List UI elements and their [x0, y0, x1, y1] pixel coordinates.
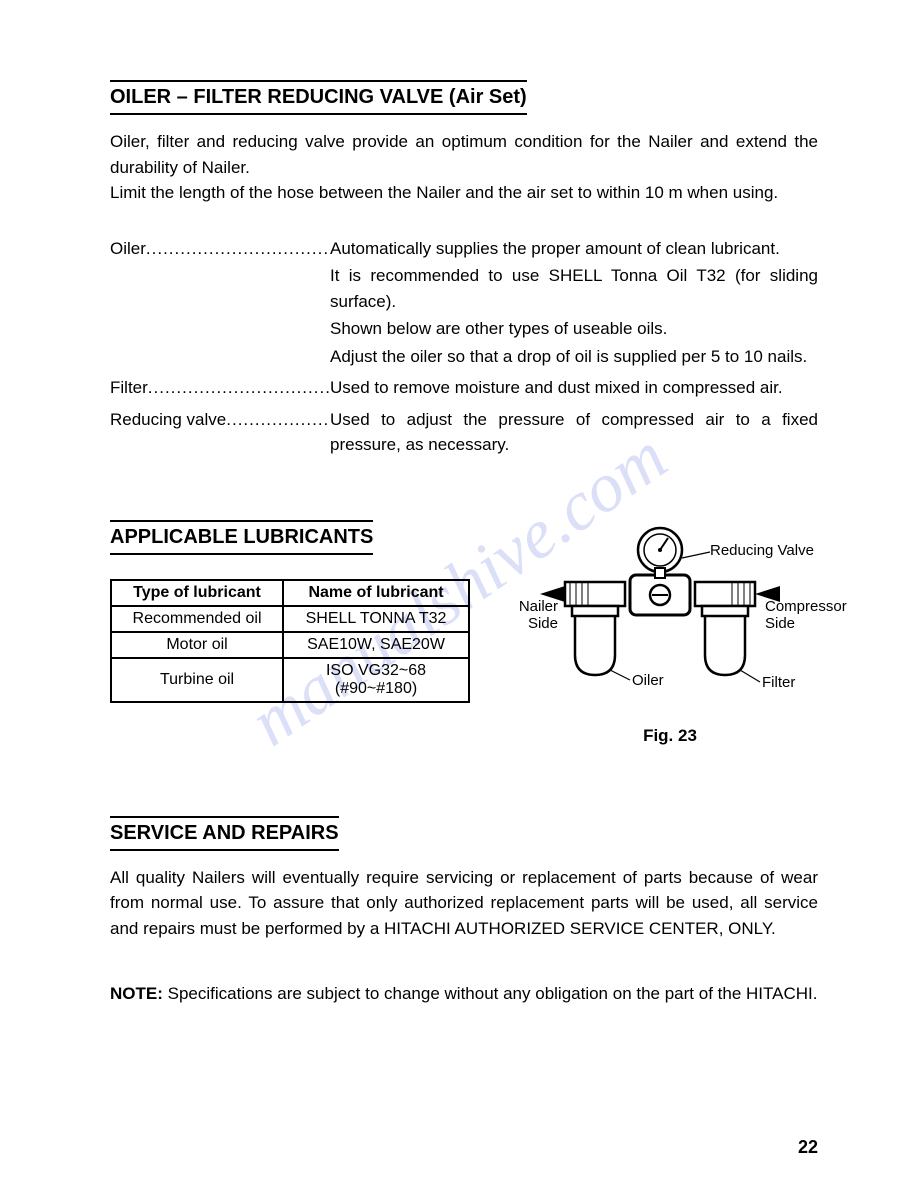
def-desc: Automatically supplies the proper amount…: [330, 236, 818, 372]
def-term: Filter: [110, 375, 148, 401]
leader-dots: [146, 236, 330, 262]
def-desc-line: Adjust the oiler so that a drop of oil i…: [330, 344, 818, 370]
lubricants-table: Type of lubricant Name of lubricant Reco…: [110, 579, 470, 703]
section-lubricants: APPLICABLE LUBRICANTS Type of lubricant …: [110, 520, 818, 746]
table-cell: SAE10W, SAE20W: [283, 632, 469, 658]
intro-text: Oiler, filter and reducing valve provide…: [110, 129, 818, 206]
diagram-label-oiler: Oiler: [632, 672, 664, 689]
page-number: 22: [798, 1137, 818, 1158]
page-content: OILER – FILTER REDUCING VALVE (Air Set) …: [0, 0, 918, 1047]
diagram-label-compressor-side: Compressor Side: [765, 598, 847, 632]
def-desc-line: Used to remove moisture and dust mixed i…: [330, 375, 818, 401]
table-cell: SHELL TONNA T32: [283, 606, 469, 632]
note-block: NOTE: Specifications are subject to chan…: [110, 981, 818, 1007]
table-cell: Motor oil: [111, 632, 283, 658]
note-label: NOTE:: [110, 984, 163, 1003]
table-row: Recommended oil SHELL TONNA T32: [111, 606, 469, 632]
heading-oiler-filter: OILER – FILTER REDUCING VALVE (Air Set): [110, 80, 527, 115]
def-row-reducing-valve: Reducing valve Used to adjust the pressu…: [110, 407, 818, 460]
def-desc: Used to adjust the pressure of compresse…: [330, 407, 818, 460]
def-term: Oiler: [110, 236, 146, 262]
diagram-label-nailer-side: Nailer Side: [510, 598, 558, 632]
def-desc-line: It is recommended to use SHELL Tonna Oil…: [330, 263, 818, 314]
section-oiler-filter: OILER – FILTER REDUCING VALVE (Air Set) …: [110, 80, 818, 460]
table-cell: Recommended oil: [111, 606, 283, 632]
leader-dots: [226, 407, 330, 433]
def-desc-line: Automatically supplies the proper amount…: [330, 236, 818, 262]
table-row: Motor oil SAE10W, SAE20W: [111, 632, 469, 658]
section-service: SERVICE AND REPAIRS All quality Nailers …: [110, 816, 818, 942]
def-term: Reducing valve: [110, 407, 226, 433]
diagram-label-reducing-valve: Reducing Valve: [710, 542, 814, 559]
diagram-label-filter: Filter: [762, 674, 795, 691]
service-body: All quality Nailers will eventually requ…: [110, 865, 818, 942]
table-row: Turbine oil ISO VG32~68 (#90~#180): [111, 658, 469, 702]
heading-service: SERVICE AND REPAIRS: [110, 816, 339, 851]
figure-caption: Fig. 23: [510, 726, 830, 746]
heading-lubricants: APPLICABLE LUBRICANTS: [110, 520, 373, 555]
table-header: Type of lubricant: [111, 580, 283, 606]
definition-list: Oiler Automatically supplies the proper …: [110, 236, 818, 460]
leader-dots: [148, 375, 330, 401]
def-desc-line: Shown below are other types of useable o…: [330, 316, 818, 342]
def-desc: Used to remove moisture and dust mixed i…: [330, 375, 818, 403]
table-cell: Turbine oil: [111, 658, 283, 702]
note-text: Specifications are subject to change wit…: [168, 984, 818, 1003]
def-desc-line: Used to adjust the pressure of compresse…: [330, 407, 818, 458]
def-row-filter: Filter Used to remove moisture and dust …: [110, 375, 818, 403]
table-cell: ISO VG32~68 (#90~#180): [283, 658, 469, 702]
table-header-row: Type of lubricant Name of lubricant: [111, 580, 469, 606]
air-set-diagram: Reducing Valve Nailer Side Compressor Si…: [510, 520, 830, 720]
def-row-oiler: Oiler Automatically supplies the proper …: [110, 236, 818, 372]
table-header: Name of lubricant: [283, 580, 469, 606]
